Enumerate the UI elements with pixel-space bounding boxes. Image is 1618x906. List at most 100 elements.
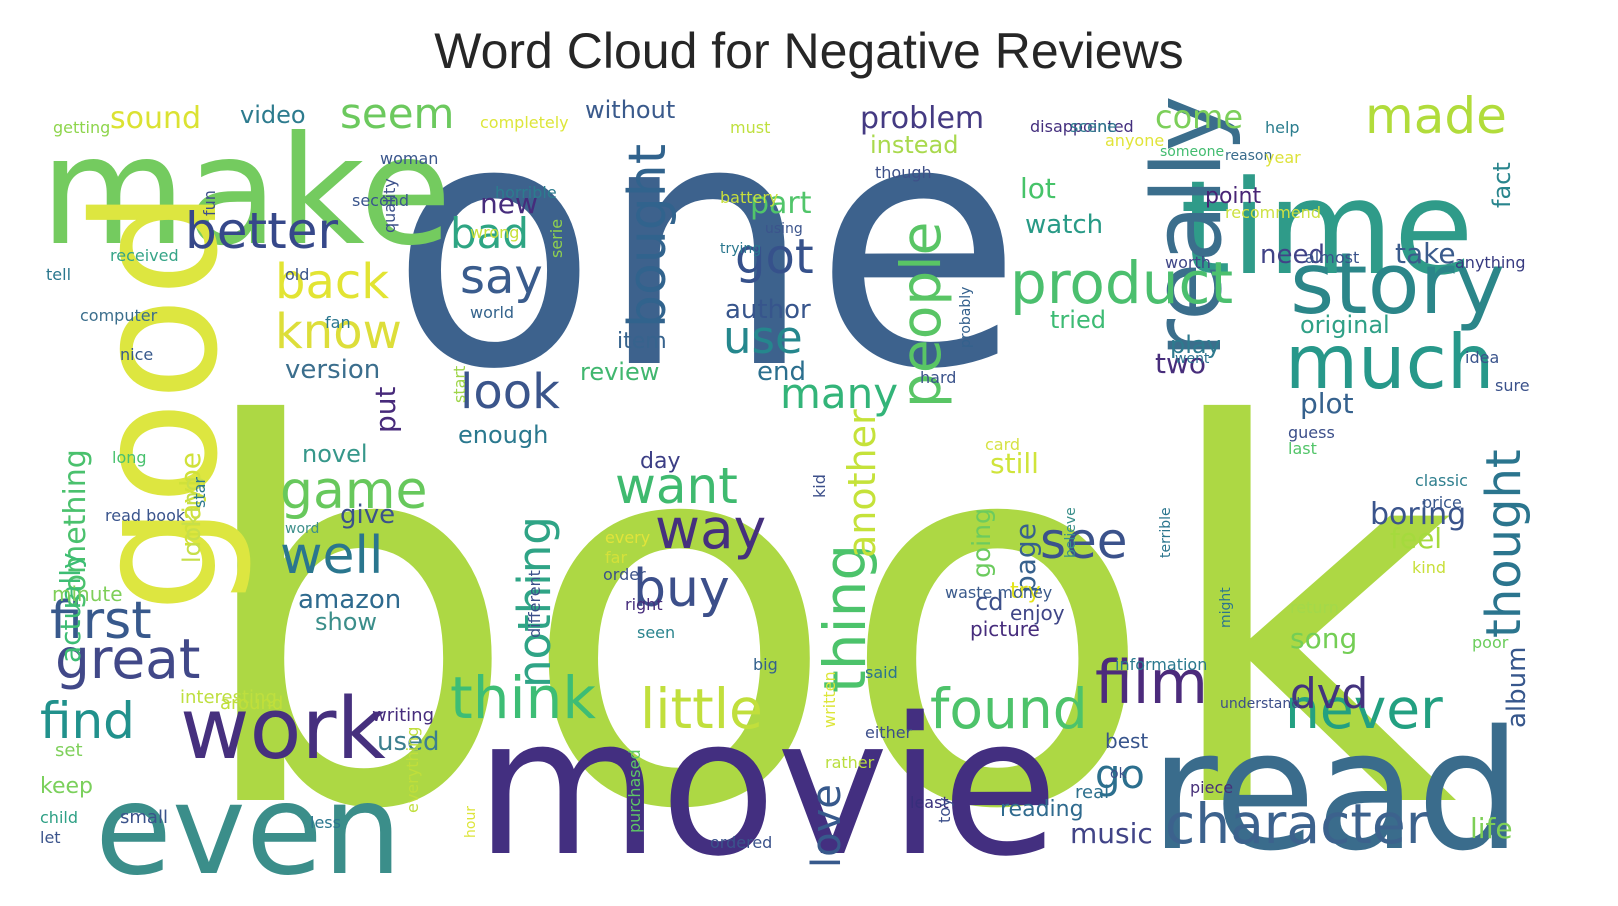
- cloud-word: buy: [633, 559, 730, 619]
- cloud-word: ordered: [710, 833, 772, 852]
- cloud-word: going: [967, 508, 996, 578]
- cloud-word: work: [180, 680, 386, 779]
- cloud-word: bought: [618, 144, 678, 328]
- cloud-word: best: [1105, 729, 1148, 753]
- cloud-word: piece: [1190, 778, 1233, 797]
- cloud-word: recommend: [1225, 203, 1321, 222]
- cloud-word: point: [1205, 184, 1261, 209]
- cloud-word: nothing: [508, 516, 561, 688]
- cloud-word: song: [1290, 622, 1357, 655]
- cloud-word: guess: [1288, 423, 1335, 442]
- cloud-word: bad: [450, 209, 529, 258]
- cloud-word: waste money: [945, 583, 1052, 602]
- cloud-word: return: [1290, 598, 1339, 617]
- cloud-word: last: [1288, 439, 1317, 458]
- cloud-word: someone: [1160, 144, 1224, 160]
- cloud-word: look: [460, 364, 560, 420]
- cloud-word: read: [1150, 695, 1522, 878]
- cloud-word: went: [1175, 351, 1210, 367]
- cloud-word: writing: [372, 705, 434, 726]
- cloud-word: kind: [1412, 558, 1446, 577]
- cloud-word: computer: [80, 306, 158, 325]
- cloud-word: serie: [547, 219, 566, 258]
- cloud-word: give: [340, 500, 395, 530]
- cloud-word: sure: [1495, 376, 1530, 395]
- cloud-word: without: [585, 96, 675, 124]
- cloud-word: long: [112, 448, 147, 467]
- cloud-word: everything: [403, 727, 422, 813]
- cloud-word: film: [1095, 648, 1208, 718]
- cloud-word: picture: [970, 617, 1040, 641]
- cloud-word: seen: [637, 623, 675, 642]
- cloud-word: star: [190, 477, 209, 508]
- cloud-word: set: [55, 740, 83, 761]
- cloud-word: review: [580, 358, 659, 386]
- cloud-word: original: [1300, 311, 1390, 339]
- cloud-word: tell: [46, 265, 71, 284]
- cloud-word: read book: [105, 506, 186, 525]
- cloud-word: disappointed: [1030, 117, 1134, 136]
- cloud-word: made: [1365, 88, 1507, 145]
- cloud-word: author: [725, 295, 811, 325]
- cloud-word: second: [352, 191, 409, 210]
- cloud-word: year: [1265, 148, 1301, 167]
- cloud-word: item: [617, 329, 667, 354]
- cloud-word: new: [480, 187, 538, 220]
- cloud-word: see: [1040, 512, 1128, 570]
- cloud-word: way: [655, 497, 766, 561]
- cloud-word: watch: [1025, 210, 1103, 240]
- cloud-word: child: [40, 808, 78, 827]
- cloud-word: cd: [975, 588, 1003, 616]
- cloud-word: movie: [475, 677, 1058, 878]
- cloud-word: rather: [825, 753, 875, 772]
- cloud-word: book: [190, 317, 1458, 878]
- cloud-word: classic: [1415, 471, 1468, 490]
- cloud-word: use: [723, 311, 803, 364]
- cloud-word: terrible: [1158, 507, 1174, 558]
- cloud-word: order: [603, 565, 646, 584]
- cloud-word: boring: [1370, 497, 1466, 532]
- cloud-word: toy: [935, 797, 954, 823]
- cloud-word: feel: [1390, 522, 1442, 555]
- cloud-word: old: [285, 265, 309, 284]
- cloud-word: many: [780, 369, 898, 418]
- cloud-word: anything: [1455, 253, 1526, 272]
- cloud-word: still: [990, 447, 1039, 480]
- cloud-word: people: [889, 222, 953, 408]
- cloud-word: said: [865, 663, 898, 682]
- cloud-word: make: [40, 105, 452, 279]
- cloud-word: far: [605, 548, 627, 567]
- cloud-word: thing: [811, 544, 879, 693]
- cloud-word: good: [58, 189, 256, 613]
- cloud-word: reading: [1000, 797, 1084, 822]
- cloud-word: hour: [463, 806, 479, 838]
- cloud-word: world: [470, 303, 514, 322]
- cloud-word: plot: [1300, 387, 1354, 420]
- cloud-word: kid: [810, 474, 829, 498]
- cloud-word: getting: [53, 118, 110, 137]
- cloud-word: battery: [720, 188, 778, 207]
- cloud-word: part: [750, 186, 812, 221]
- cloud-word: word: [285, 521, 319, 537]
- cloud-word: let: [40, 828, 61, 847]
- cloud-word: well: [280, 526, 383, 586]
- cloud-word: love: [804, 784, 850, 868]
- cloud-word: instead: [870, 131, 959, 159]
- cloud-word: card: [985, 435, 1020, 454]
- cloud-word: go: [1095, 752, 1145, 798]
- cloud-word: scene: [1070, 117, 1117, 136]
- cloud-word: day: [640, 449, 680, 474]
- cloud-word: woman: [380, 149, 438, 168]
- cloud-word: wrong: [470, 223, 519, 242]
- cloud-word: novel: [302, 440, 368, 468]
- cloud-word: right: [625, 595, 663, 614]
- cloud-word: come: [1155, 98, 1243, 136]
- cloud-word: ok: [1110, 766, 1128, 782]
- cloud-word: take: [1395, 237, 1456, 270]
- cloud-word: back: [275, 254, 389, 310]
- cloud-word: sound: [110, 101, 201, 136]
- cloud-word: show: [315, 608, 377, 636]
- cloud-word: need: [1260, 240, 1325, 270]
- cloud-word: written: [820, 671, 839, 728]
- cloud-word: least: [910, 793, 949, 812]
